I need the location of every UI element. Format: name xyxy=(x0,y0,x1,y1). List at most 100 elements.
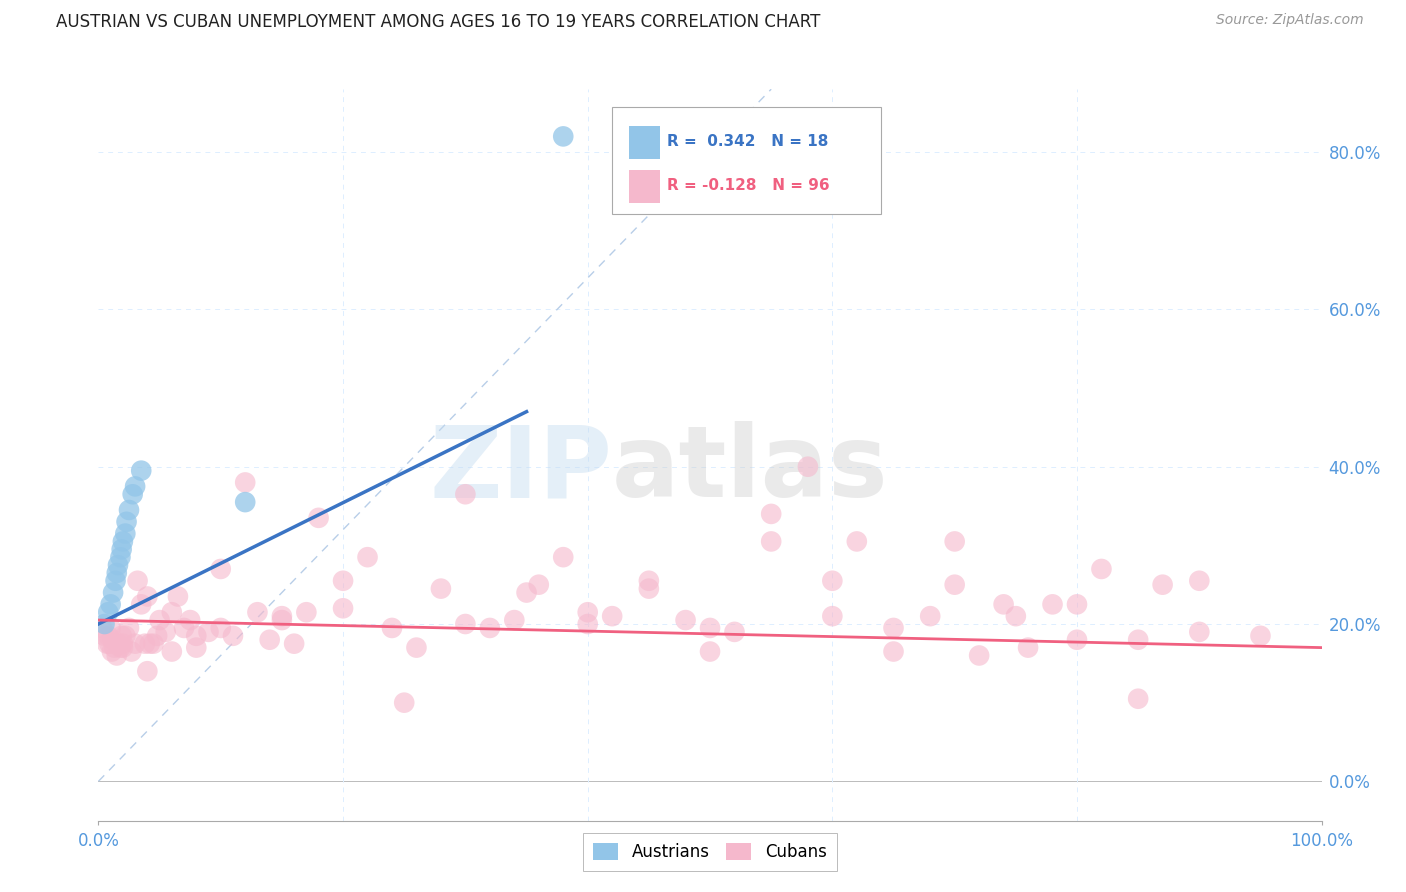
Point xyxy=(675,613,697,627)
Point xyxy=(638,582,661,596)
Point xyxy=(160,605,183,619)
Text: AUSTRIAN VS CUBAN UNEMPLOYMENT AMONG AGES 16 TO 19 YEARS CORRELATION CHART: AUSTRIAN VS CUBAN UNEMPLOYMENT AMONG AGE… xyxy=(56,13,821,31)
Point xyxy=(121,487,143,501)
Point xyxy=(576,605,599,619)
Point xyxy=(246,605,269,619)
Point xyxy=(209,562,232,576)
Point xyxy=(233,495,256,509)
Point xyxy=(114,526,136,541)
Point xyxy=(527,577,550,591)
Point xyxy=(114,629,136,643)
Point xyxy=(110,550,132,565)
Legend: Austrians, Cubans: Austrians, Cubans xyxy=(583,832,837,871)
Point xyxy=(91,621,114,635)
Point xyxy=(1017,640,1039,655)
Point xyxy=(233,475,256,490)
Point xyxy=(134,637,156,651)
Point xyxy=(129,598,152,612)
Point xyxy=(124,637,146,651)
Point xyxy=(259,632,281,647)
Text: R = -0.128   N = 96: R = -0.128 N = 96 xyxy=(668,178,830,194)
Point xyxy=(197,624,219,639)
Point xyxy=(270,613,294,627)
Point xyxy=(104,574,127,588)
Point xyxy=(101,585,124,599)
Point xyxy=(209,621,232,635)
Point xyxy=(600,609,623,624)
Point xyxy=(553,129,575,144)
Point xyxy=(111,534,134,549)
Point xyxy=(332,601,354,615)
Point xyxy=(105,566,128,580)
Point xyxy=(139,637,162,651)
Point xyxy=(883,621,905,635)
Point xyxy=(142,637,165,651)
Point xyxy=(186,629,208,643)
Point xyxy=(1066,632,1088,647)
Point xyxy=(100,621,122,635)
Text: atlas: atlas xyxy=(612,421,889,518)
Point xyxy=(110,640,132,655)
Point xyxy=(295,605,318,619)
Point xyxy=(111,640,134,655)
Point xyxy=(797,459,820,474)
Point xyxy=(1128,632,1150,647)
Text: ZIP: ZIP xyxy=(429,421,612,518)
Point xyxy=(1128,691,1150,706)
Point xyxy=(699,644,721,658)
Point xyxy=(222,629,245,643)
Point xyxy=(392,696,416,710)
Point xyxy=(845,534,868,549)
FancyBboxPatch shape xyxy=(612,108,882,213)
Point xyxy=(821,574,844,588)
Point xyxy=(638,574,661,588)
Point xyxy=(111,637,134,651)
Point xyxy=(105,648,128,663)
Point xyxy=(723,624,745,639)
Point xyxy=(149,613,172,627)
Point xyxy=(993,598,1015,612)
Point xyxy=(118,621,141,635)
Point xyxy=(101,644,124,658)
Point xyxy=(93,617,115,632)
Point xyxy=(1249,629,1271,643)
Point xyxy=(100,598,122,612)
Point xyxy=(98,637,121,651)
Point xyxy=(127,574,149,588)
Point xyxy=(107,637,129,651)
Point xyxy=(699,621,721,635)
Point xyxy=(515,585,537,599)
Point xyxy=(96,637,118,651)
Point xyxy=(576,617,599,632)
Point xyxy=(129,464,152,478)
Point xyxy=(118,503,141,517)
Point xyxy=(503,613,526,627)
Point xyxy=(124,479,146,493)
Point xyxy=(1004,609,1026,624)
Point xyxy=(1188,624,1211,639)
Point xyxy=(761,534,783,549)
Point xyxy=(97,605,120,619)
Point xyxy=(405,640,427,655)
Point xyxy=(93,629,115,643)
Point xyxy=(430,582,453,596)
Point xyxy=(270,609,294,624)
Point xyxy=(1152,577,1174,591)
Point xyxy=(332,574,354,588)
Point xyxy=(115,515,138,529)
Point xyxy=(356,550,378,565)
Point xyxy=(283,637,305,651)
Text: R =  0.342   N = 18: R = 0.342 N = 18 xyxy=(668,135,828,149)
Point xyxy=(478,621,501,635)
Point xyxy=(943,577,966,591)
Point xyxy=(107,558,129,572)
Point xyxy=(97,629,120,643)
Point xyxy=(186,640,208,655)
Point xyxy=(454,617,477,632)
Point xyxy=(111,629,134,643)
Point xyxy=(103,640,125,655)
Point xyxy=(146,629,169,643)
Point xyxy=(454,487,477,501)
Point xyxy=(120,644,142,658)
Point xyxy=(943,534,966,549)
